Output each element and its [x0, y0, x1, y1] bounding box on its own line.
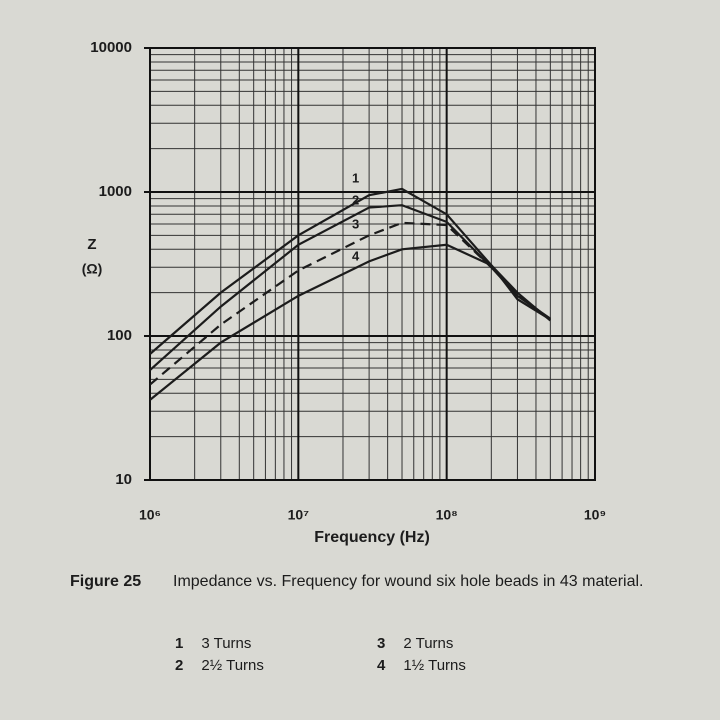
legend-label: 1½ Turns — [403, 657, 466, 674]
x-axis-label: Frequency (Hz) — [314, 529, 430, 546]
y-tick-label: 10 — [115, 471, 132, 488]
legend-entry: 1 3 Turns — [175, 635, 251, 652]
legend-number: 4 — [377, 657, 386, 674]
legend-number: 3 — [377, 635, 386, 652]
plot-frame — [149, 47, 596, 481]
curve-label: 1 — [352, 170, 359, 185]
y-axis-label: Z — [87, 236, 96, 253]
y-tick-label: 100 — [107, 327, 132, 344]
legend-entry: 2 2½ Turns — [175, 657, 264, 674]
x-tick-label: 10⁷ — [288, 507, 310, 523]
curve-label: 3 — [352, 216, 359, 231]
x-tick-label: 10⁸ — [436, 507, 458, 523]
legend-entry: 4 1½ Turns — [377, 657, 466, 674]
legend-label: 2 Turns — [403, 635, 454, 652]
legend-label: 2½ Turns — [201, 657, 264, 674]
caption: Impedance vs. Frequency for wound six ho… — [173, 573, 644, 590]
y-tick-label: 10000 — [90, 39, 132, 56]
y-axis-unit: (Ω) — [82, 261, 103, 277]
x-tick-label: 10⁹ — [584, 507, 606, 523]
series-line — [149, 204, 551, 371]
curve-label: 2 — [352, 193, 359, 208]
y-tick-label: 1000 — [99, 183, 132, 200]
legend-label: 3 Turns — [201, 635, 252, 652]
legend-number: 1 — [175, 635, 184, 652]
figure-number: Figure 25 — [70, 573, 142, 590]
x-tick-label: 10⁶ — [139, 507, 161, 523]
series-line — [149, 243, 552, 401]
legend-number: 2 — [175, 657, 184, 674]
legend-entry: 3 2 Turns — [377, 635, 453, 652]
curve-label: 4 — [352, 249, 360, 264]
series-line — [149, 221, 552, 386]
